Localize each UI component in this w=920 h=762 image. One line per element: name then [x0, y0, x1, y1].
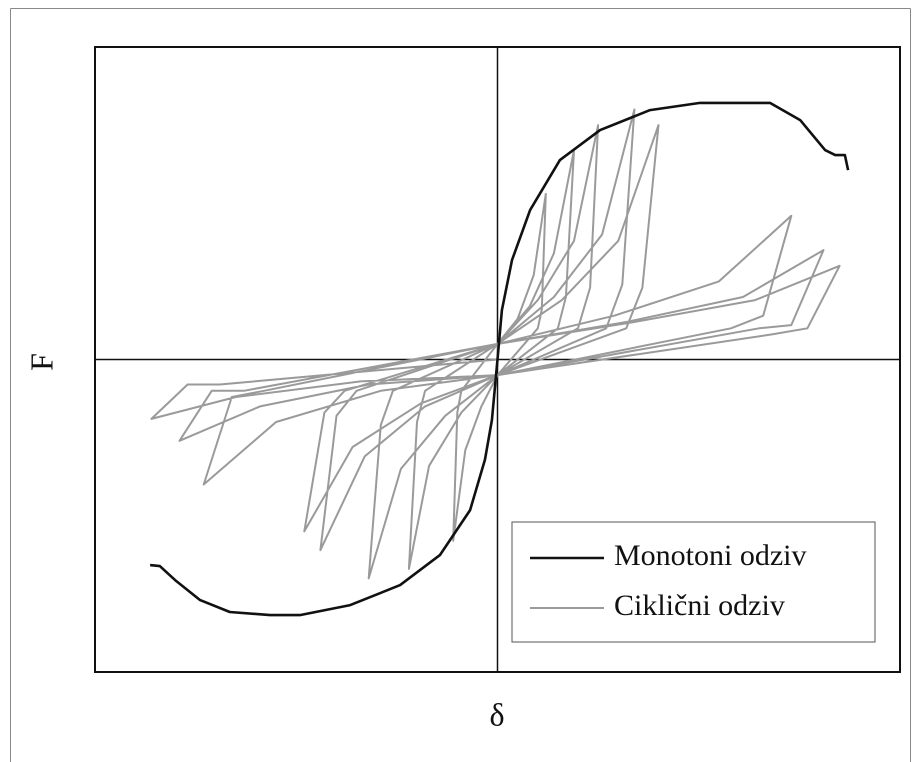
legend-label: Monotoni odziv	[614, 539, 807, 572]
series-line	[149, 101, 850, 617]
y-axis-label: F	[23, 353, 59, 371]
legend-label: Ciklični odziv	[614, 589, 785, 622]
x-axis-label: δ	[489, 696, 504, 732]
legend-box	[511, 521, 876, 643]
series-line	[150, 108, 841, 580]
